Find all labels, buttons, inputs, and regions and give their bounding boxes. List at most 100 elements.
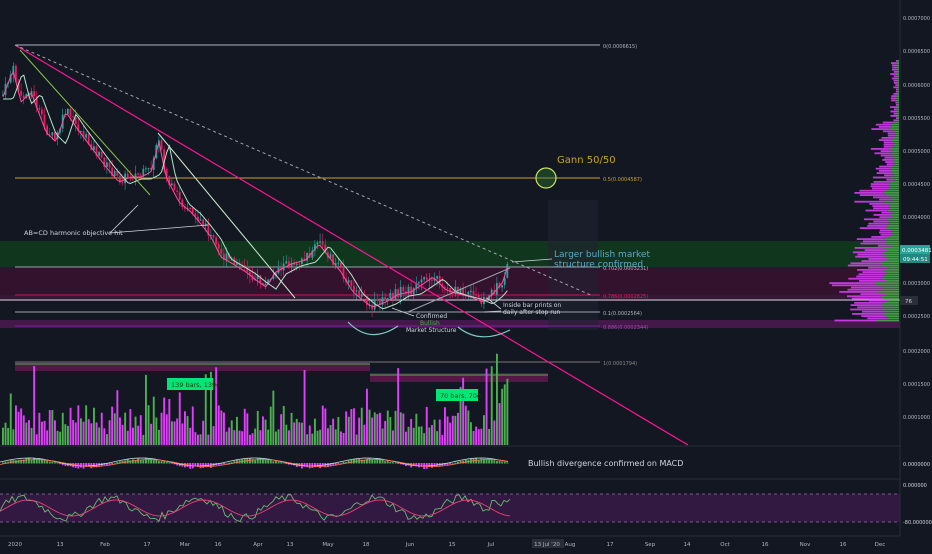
volume-profile-bar [875, 123, 891, 126]
price-axis[interactable] [900, 0, 932, 550]
volume-profile-bar [892, 216, 899, 218]
volume-profile-bar [882, 159, 894, 161]
macd-bar [129, 460, 132, 464]
candle [95, 146, 98, 156]
macd-bar [80, 463, 82, 468]
volume-bar [243, 408, 246, 445]
candle [129, 177, 132, 179]
volume-profile-bar [893, 82, 898, 84]
volume-bar [186, 416, 189, 445]
volume-bar [269, 406, 272, 445]
volume-profile-bar [892, 66, 897, 69]
volume-bar [230, 420, 233, 445]
volume-profile-bar [852, 251, 883, 254]
time-axis[interactable]: 2020 13 Feb 17 Mar 16 Apr 13 May 18 Jun 15 Jul 13 Jul… [8, 539, 885, 548]
volume-profile-bar [896, 97, 899, 100]
macd-bar [272, 461, 275, 464]
macd-bar [113, 462, 116, 464]
macd-bar [147, 458, 150, 464]
candle [490, 289, 493, 296]
candle [116, 171, 119, 176]
candle [80, 131, 82, 133]
volume-profile-bar [884, 273, 899, 276]
volume-profile-bar [884, 275, 899, 278]
volume-profile-bar [895, 106, 899, 108]
macd-bar [366, 458, 368, 464]
macd-bar [503, 461, 506, 464]
volume-bar [290, 412, 293, 445]
volume-profile-bar [894, 178, 899, 181]
candle [467, 291, 470, 295]
volume-profile-bar [895, 60, 898, 62]
macd-bar [163, 461, 166, 464]
candle [33, 91, 35, 97]
volume-profile-bar [889, 236, 899, 238]
fib-label-1: 1(0.0001794) [603, 361, 637, 367]
time-tick-label: Apr [253, 542, 263, 548]
macd-bar [394, 462, 397, 464]
trendline-up [407, 267, 511, 313]
annotation-larger-arrow [511, 258, 553, 263]
volume-bar [199, 434, 202, 445]
volume-bar [225, 431, 228, 445]
macd-bar [9, 459, 12, 464]
volume-bar [233, 430, 236, 445]
volume-profile-bar [878, 139, 892, 141]
volume-profile-bar [875, 284, 899, 287]
volume-profile-bar [890, 167, 899, 170]
volume-profile-bar [886, 271, 899, 273]
volume-bar [132, 427, 134, 445]
volume-profile-bar [877, 244, 892, 247]
volume-bar [30, 427, 33, 445]
volume-profile-bar [890, 62, 897, 64]
candle [204, 223, 207, 226]
volume-bar [280, 414, 283, 445]
volume-profile-bar [859, 189, 886, 192]
volume-profile-bar [879, 216, 893, 218]
volume-profile-bar [890, 181, 899, 183]
volume-profile-bar [879, 229, 893, 232]
volume-profile-bar [850, 304, 883, 306]
candle [132, 177, 134, 179]
range-label-1: 139 bars, 139d [171, 381, 220, 389]
candle [100, 151, 103, 158]
macd-bar [51, 462, 54, 464]
candle [334, 263, 337, 265]
candle [134, 173, 137, 179]
candle [51, 132, 54, 136]
candle [264, 284, 267, 286]
macd-bar [132, 459, 134, 464]
volume-profile-bar [895, 88, 898, 91]
candle [178, 191, 181, 200]
time-tick-label: 14 [684, 542, 691, 548]
volume-profile-bar [856, 275, 885, 278]
candle [337, 262, 340, 264]
rsi-signal [0, 499, 511, 517]
volume-profile-bar [886, 178, 895, 181]
time-tick-label: 17 [607, 542, 614, 548]
macd-bar [288, 463, 290, 465]
volume-profile-bar [893, 86, 898, 89]
volume-bar [249, 434, 251, 445]
volume-bar [319, 429, 322, 445]
volume-bar [327, 428, 329, 445]
time-cursor-bg [532, 539, 564, 548]
time-tick-label: 2020 [8, 542, 22, 548]
volume-profile-bar [896, 66, 899, 69]
candle [160, 140, 163, 150]
candle [72, 116, 74, 118]
candle [262, 282, 264, 285]
volume-bar [449, 422, 452, 445]
volume-profile-bar [851, 297, 883, 300]
volume-bars [2, 353, 509, 445]
volume-bar [501, 388, 504, 445]
volume-profile-bar [891, 126, 899, 128]
volume-bar [355, 434, 358, 445]
volume-bar [303, 370, 306, 445]
volume-profile-bar [880, 233, 893, 236]
volume-profile-bar [891, 68, 897, 71]
volume-bar [165, 414, 168, 445]
volume-bar [9, 393, 12, 445]
